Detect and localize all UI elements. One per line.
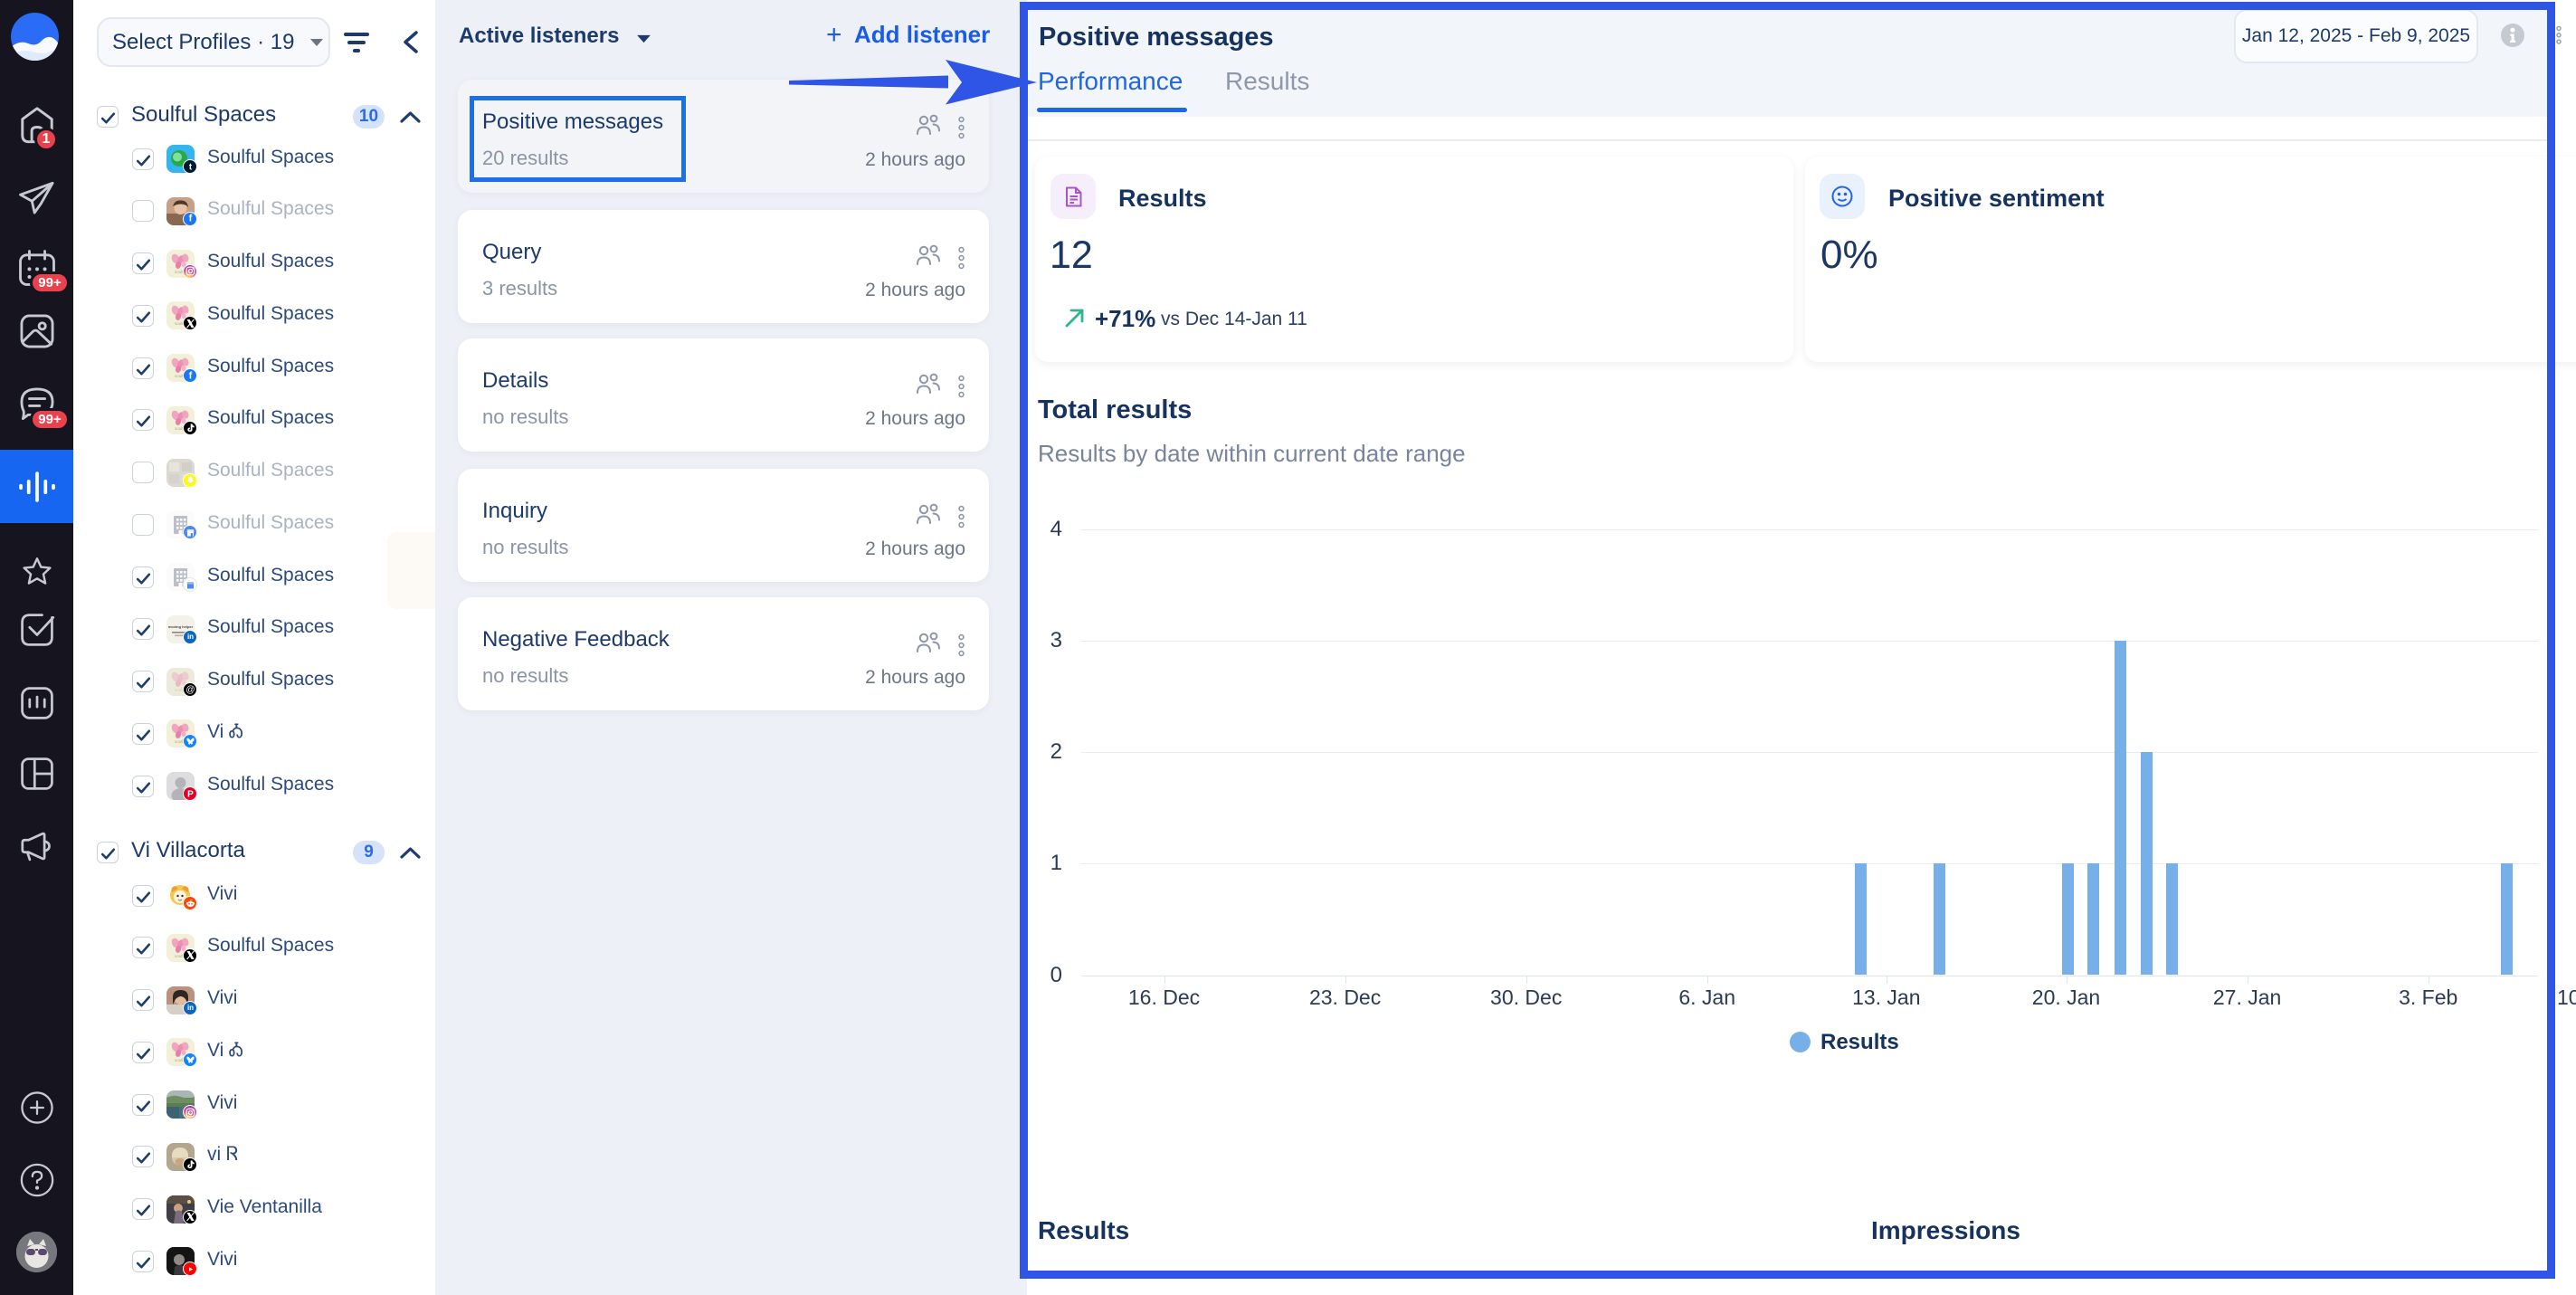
svg-text:soulful: soulful (175, 1058, 186, 1062)
svg-text:soulful: soulful (175, 426, 186, 431)
svg-text:f: f (188, 214, 192, 224)
svg-text:P: P (187, 789, 194, 799)
svg-text:in: in (186, 633, 193, 641)
svg-text:t: t (188, 162, 192, 172)
svg-text:soulful: soulful (175, 270, 186, 274)
svg-text:soulful: soulful (175, 739, 186, 744)
svg-text:f: f (188, 370, 192, 381)
svg-text:soulful: soulful (175, 321, 186, 326)
svg-text:soulful: soulful (175, 374, 186, 378)
svg-text:moving helper: moving helper (168, 624, 194, 629)
svg-text:@: @ (185, 685, 195, 695)
svg-text:in: in (186, 1004, 193, 1012)
svg-text:soulful: soulful (175, 954, 186, 958)
svg-text:soulful: soulful (175, 688, 186, 692)
